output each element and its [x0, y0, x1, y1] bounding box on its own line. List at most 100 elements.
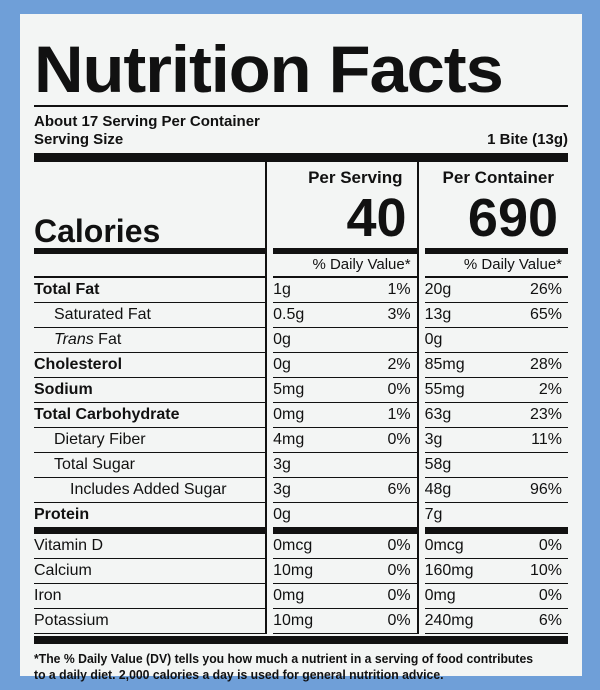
- header-rule: [424, 248, 569, 254]
- nutrient-name-rest: Fat: [93, 331, 122, 348]
- per-container-row: 3g 11%: [424, 428, 569, 453]
- nutrient-name-row: Potassium: [34, 609, 266, 634]
- serving-size-label: Serving Size: [34, 131, 124, 148]
- header-rule: [34, 248, 266, 254]
- amount: 48g: [424, 481, 452, 498]
- amount: 0g: [273, 506, 291, 523]
- amount: 58g: [424, 456, 452, 473]
- daily-value-percent: 6%: [387, 481, 411, 498]
- amount: 20g: [424, 281, 452, 298]
- daily-value-percent: 28%: [529, 356, 563, 373]
- nutrient-name: Protein: [34, 506, 90, 523]
- nutrient-name: Total Sugar: [54, 456, 135, 473]
- per-container-row: 48g 96%: [424, 478, 569, 503]
- serving-divider: [34, 153, 568, 162]
- per-serving-header: Per Serving 40: [273, 162, 417, 254]
- per-container-row: 63g 23%: [424, 403, 569, 428]
- amount: 160mg: [424, 562, 474, 579]
- dv-spacer: [34, 254, 266, 278]
- calories-header: Calories: [34, 162, 266, 254]
- footnote: *The % Daily Value (DV) tells you how mu…: [34, 651, 534, 682]
- serving-info: About 17 Serving Per Container Serving S…: [34, 107, 568, 149]
- amount: 5mg: [273, 381, 305, 398]
- serving-size-value: 1 Bite (13g): [487, 131, 568, 148]
- daily-value-percent: 0%: [538, 587, 563, 604]
- daily-value-percent: 0%: [387, 537, 411, 554]
- nutrient-name: Saturated Fat: [54, 306, 151, 323]
- calories-label: Calories: [34, 213, 161, 249]
- nutrient-name-row: Total Carbohydrate: [34, 403, 266, 428]
- nutrient-name: Cholesterol: [34, 356, 123, 373]
- amount: 0mg: [273, 587, 305, 604]
- per-container-calories: 690: [467, 188, 559, 248]
- amount: 63g: [424, 406, 452, 423]
- nutrient-name: Total Fat: [34, 281, 100, 298]
- amount: 4mg: [273, 431, 305, 448]
- per-serving-calories: 40: [346, 188, 407, 248]
- per-container-row: 0mg 0%: [424, 584, 569, 609]
- nutrient-name: Calcium: [34, 562, 92, 579]
- per-container-row: 0mcg 0%: [424, 534, 569, 559]
- amount: 1g: [273, 281, 291, 298]
- per-serving-row: 10mg 0%: [273, 559, 417, 584]
- nutrient-name: Sodium: [34, 381, 93, 398]
- daily-value-percent: 23%: [529, 406, 563, 423]
- nutrient-name-row: Protein: [34, 503, 266, 534]
- daily-value-percent: 6%: [538, 612, 563, 629]
- nutrient-name-italic: Trans: [54, 331, 94, 348]
- daily-value-percent: 0%: [387, 612, 411, 629]
- serving-size-row: Serving Size 1 Bite (13g): [34, 131, 568, 149]
- per-container-row: 13g 65%: [424, 303, 569, 328]
- nutrient-names-column: Calories Total Fat Saturated Fat Trans Fat…: [34, 162, 266, 634]
- amount: 0.5g: [273, 306, 305, 323]
- nutrient-name: Vitamin D: [34, 537, 104, 554]
- amount: 10mg: [273, 562, 314, 579]
- daily-value-percent: 10%: [529, 562, 563, 579]
- per-serving-row: 10mg 0%: [273, 609, 417, 634]
- nutrient-name: Total Carbohydrate: [34, 406, 180, 423]
- per-container-row: 7g: [424, 503, 569, 534]
- amount: 0g: [273, 356, 291, 373]
- nutrient-name-row: Total Fat: [34, 278, 266, 303]
- amount: 0mcg: [424, 537, 464, 554]
- per-container-row: 20g 26%: [424, 278, 569, 303]
- per-serving-row: 3g 6%: [273, 478, 417, 503]
- amount: 0mcg: [273, 537, 313, 554]
- daily-value-percent: 96%: [529, 481, 563, 498]
- nutrient-grid: Calories Total Fat Saturated Fat Trans Fat…: [34, 162, 569, 634]
- daily-value-percent: 2%: [538, 381, 563, 398]
- per-serving-row: 1g 1%: [273, 278, 417, 303]
- daily-value-percent: 26%: [529, 281, 563, 298]
- nutrient-name-row: Total Sugar: [34, 453, 266, 478]
- amount: 0g: [273, 331, 291, 348]
- daily-value-percent: 0%: [387, 562, 411, 579]
- per-serving-row: 0.5g 3%: [273, 303, 417, 328]
- per-container-row: 58g: [424, 453, 569, 478]
- nutrient-name-row: Trans Fat: [34, 328, 266, 353]
- nutrient-name: Potassium: [34, 612, 109, 629]
- amount: 0mg: [424, 587, 456, 604]
- daily-value-percent: 0%: [538, 537, 563, 554]
- amount: 0g: [424, 331, 443, 348]
- per-container-row: 0g: [424, 328, 569, 353]
- nutrient-name-row: Sodium: [34, 378, 266, 403]
- per-container-dv-header: % Daily Value*: [424, 254, 569, 278]
- per-serving-row: 0g: [273, 328, 417, 353]
- per-serving-row: 5mg 0%: [273, 378, 417, 403]
- daily-value-percent: 3%: [387, 306, 411, 323]
- daily-value-percent: 65%: [529, 306, 563, 323]
- per-container-label: Per Container: [442, 168, 555, 187]
- amount: 10mg: [273, 612, 314, 629]
- nutrient-name-row: Iron: [34, 584, 266, 609]
- daily-value-percent: 0%: [387, 587, 411, 604]
- footer-divider: [34, 636, 568, 644]
- nutrient-name: Dietary Fiber: [54, 431, 146, 448]
- amount: 3g: [424, 431, 443, 448]
- per-container-header: Per Container 690: [424, 162, 569, 254]
- nutrient-name-row: Cholesterol: [34, 353, 266, 378]
- nutrient-name: Trans Fat: [54, 328, 121, 352]
- per-container-column: Per Container 690 % Daily Value* 20g 26% 1…: [416, 162, 569, 634]
- per-container-row: 240mg 6%: [424, 609, 569, 634]
- nutrient-name: Includes Added Sugar: [70, 481, 227, 498]
- nutrient-name: Iron: [34, 587, 62, 604]
